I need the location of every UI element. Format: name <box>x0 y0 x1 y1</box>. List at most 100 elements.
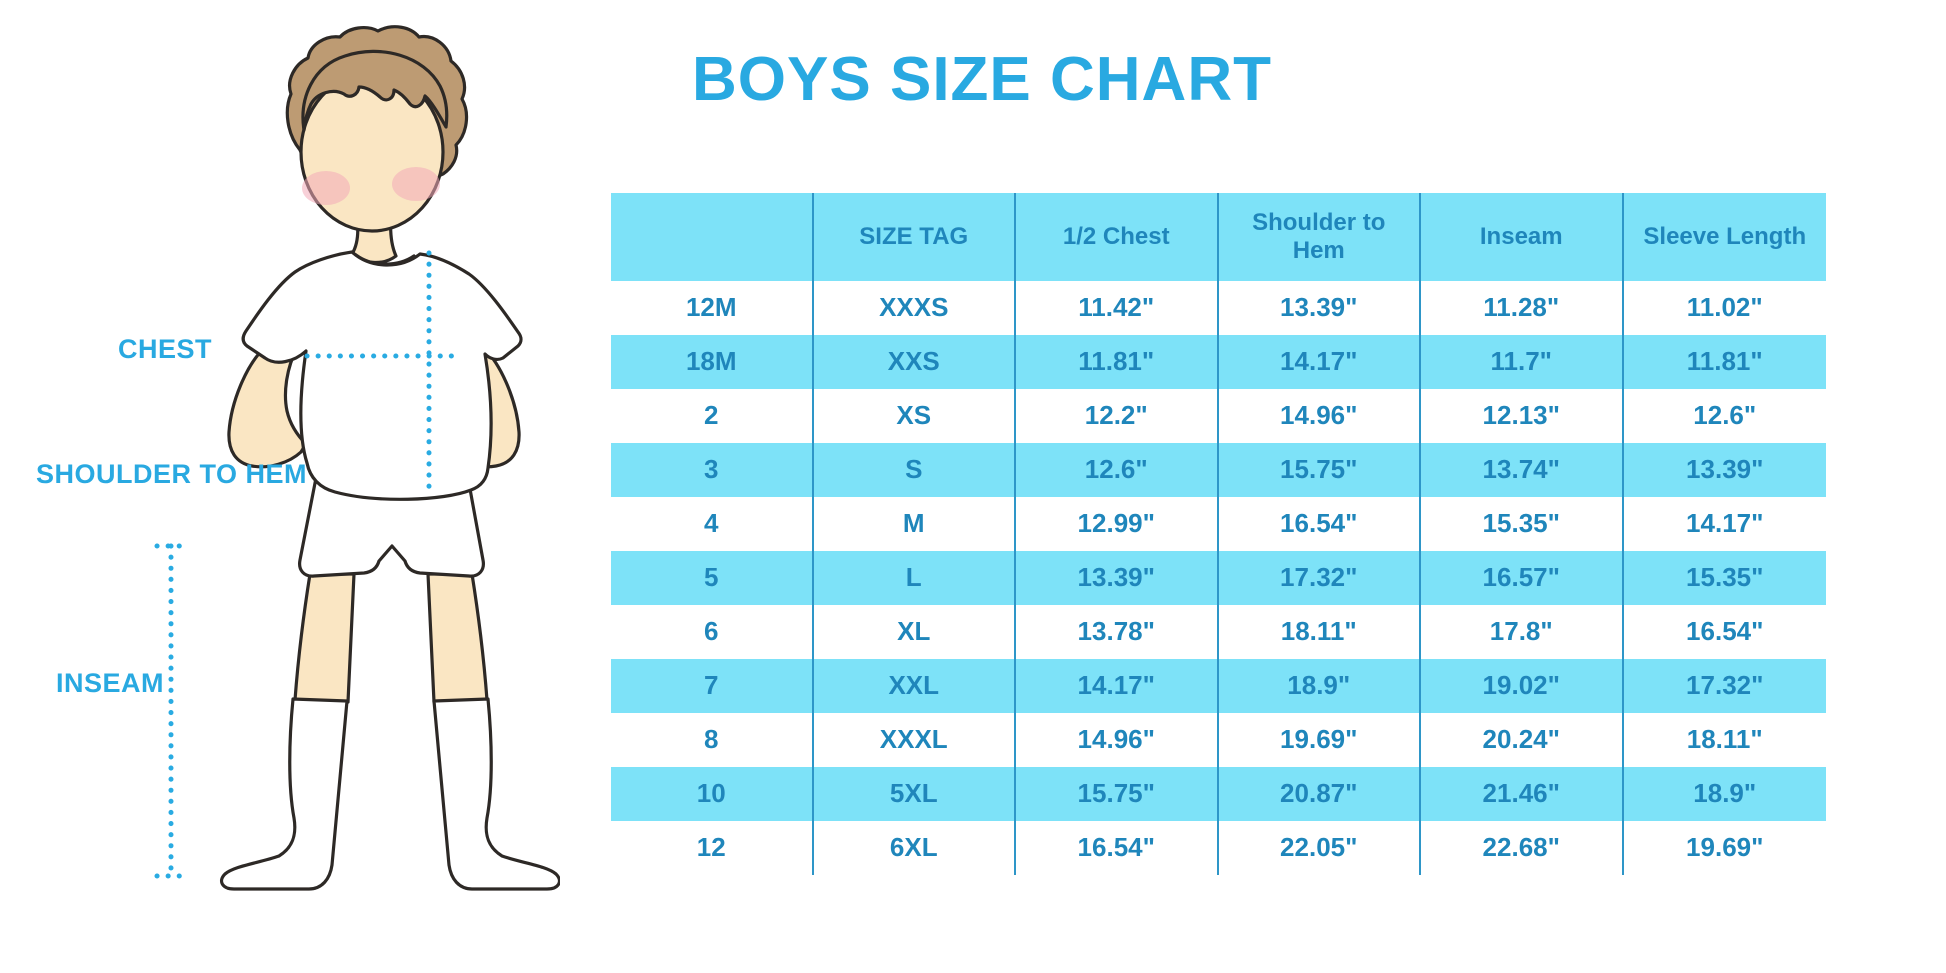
value-cell: 21.46" <box>1421 767 1624 821</box>
header-cell: 1/2 Chest <box>1016 193 1219 281</box>
table-row: 10 5XL 15.75" 20.87" 21.46" 18.9" <box>611 767 1826 821</box>
size-tag-cell: S <box>814 443 1016 497</box>
page-title: BOYS SIZE CHART <box>692 45 1272 114</box>
value-cell: 22.05" <box>1219 821 1421 875</box>
value-cell: 11.81" <box>1686 346 1763 377</box>
header-cell: Sleeve Length <box>1643 223 1807 251</box>
value-cell: 13.39" <box>1219 281 1421 335</box>
blush-right <box>392 167 440 201</box>
table-row: 4 M 12.99" 16.54" 15.35" 14.17" <box>611 497 1826 551</box>
value-cell: 14.96" <box>1219 389 1421 443</box>
value-cell: 14.17" <box>1686 508 1764 539</box>
size-cell: 2 <box>611 389 814 443</box>
value-cell: 17.32" <box>1686 670 1764 701</box>
size-cell: 6 <box>611 605 814 659</box>
left-sock-shape <box>220 697 349 891</box>
size-tag-cell: XS <box>814 389 1016 443</box>
size-cell: 12M <box>611 281 814 335</box>
inseam-label: INSEAM <box>56 668 165 698</box>
value-cell: 20.24" <box>1421 713 1624 767</box>
value-cell: 16.57" <box>1421 551 1624 605</box>
left-arm-shape <box>227 346 308 469</box>
table-row: 3 S 12.6" 15.75" 13.74" 13.39" <box>611 443 1826 497</box>
inseam-measure-line <box>154 543 190 879</box>
boy-figure-illustration <box>154 25 560 891</box>
value-cell: 22.68" <box>1421 821 1624 875</box>
tshirt-shape <box>241 250 523 501</box>
value-cell: 13.78" <box>1016 605 1219 659</box>
value-cell: 15.75" <box>1219 443 1421 497</box>
header-cell: Shoulder to Hem <box>1219 193 1421 281</box>
right-leg-shape <box>426 572 489 704</box>
size-cell: 5 <box>611 551 814 605</box>
table-row: 6 XL 13.78" 18.11" 17.8" 16.54" <box>611 605 1826 659</box>
table-header-row: SIZE TAG 1/2 Chest Shoulder to Hem Inseam Sl… <box>611 193 1826 281</box>
value-cell: 16.54" <box>1686 616 1764 647</box>
value-cell: 18.9" <box>1219 659 1421 713</box>
table-row: 7 XXL 14.17" 18.9" 19.02" 17.32" <box>611 659 1826 713</box>
size-tag-cell: M <box>814 497 1016 551</box>
value-cell: 12.99" <box>1016 497 1219 551</box>
value-cell: 20.87" <box>1219 767 1421 821</box>
size-tag-cell: 6XL <box>814 821 1016 875</box>
table-row: 18M XXS 11.81" 14.17" 11.7" 11.81" <box>611 335 1826 389</box>
value-cell: 19.69" <box>1686 832 1764 863</box>
value-cell: 12.13" <box>1421 389 1624 443</box>
size-tag-cell: XXXS <box>814 281 1016 335</box>
value-cell: 18.11" <box>1219 605 1421 659</box>
size-tag-cell: XXL <box>814 659 1016 713</box>
value-cell: 16.54" <box>1016 821 1219 875</box>
value-cell: 14.96" <box>1016 713 1219 767</box>
size-tag-cell: XXXL <box>814 713 1016 767</box>
size-tag-cell: 5XL <box>814 767 1016 821</box>
size-cell: 7 <box>611 659 814 713</box>
value-cell: 14.17" <box>1219 335 1421 389</box>
value-cell: 15.35" <box>1686 562 1764 593</box>
size-tag-cell: XL <box>814 605 1016 659</box>
value-cell: 11.02" <box>1686 292 1763 323</box>
table-row: 12M XXXS 11.42" 13.39" 11.28" 11.02" <box>611 281 1826 335</box>
value-cell: 18.11" <box>1686 724 1763 755</box>
value-cell: 18.9" <box>1693 778 1757 809</box>
value-cell: 14.17" <box>1016 659 1219 713</box>
value-cell: 12.6" <box>1693 400 1757 431</box>
value-cell: 15.75" <box>1016 767 1219 821</box>
value-cell: 13.74" <box>1421 443 1624 497</box>
size-table: SIZE TAG 1/2 Chest Shoulder to Hem Inseam Sl… <box>611 193 1826 875</box>
size-tag-cell: XXS <box>814 335 1016 389</box>
table-row: 12 6XL 16.54" 22.05" 22.68" 19.69" <box>611 821 1826 875</box>
value-cell: 12.6" <box>1016 443 1219 497</box>
size-cell: 3 <box>611 443 814 497</box>
shorts-shape <box>298 476 485 578</box>
value-cell: 11.7" <box>1421 335 1624 389</box>
value-cell: 15.35" <box>1421 497 1624 551</box>
size-cell: 12 <box>611 821 814 875</box>
header-cell: SIZE TAG <box>814 193 1016 281</box>
size-cell: 18M <box>611 335 814 389</box>
size-tag-cell: L <box>814 551 1016 605</box>
chest-label: CHEST <box>118 334 213 364</box>
header-cell: Inseam <box>1421 193 1624 281</box>
value-cell: 11.81" <box>1016 335 1219 389</box>
table-row: 5 L 13.39" 17.32" 16.57" 15.35" <box>611 551 1826 605</box>
right-sock-shape <box>432 697 560 891</box>
size-cell: 4 <box>611 497 814 551</box>
size-cell: 10 <box>611 767 814 821</box>
value-cell: 16.54" <box>1219 497 1421 551</box>
value-cell: 11.42" <box>1016 281 1219 335</box>
value-cell: 17.32" <box>1219 551 1421 605</box>
value-cell: 19.02" <box>1421 659 1624 713</box>
blush-left <box>302 171 350 205</box>
value-cell: 19.69" <box>1219 713 1421 767</box>
left-leg-shape <box>293 572 356 704</box>
size-cell: 8 <box>611 713 814 767</box>
collar-line <box>354 253 416 266</box>
header-cell <box>611 193 814 281</box>
value-cell: 11.28" <box>1421 281 1624 335</box>
value-cell: 13.39" <box>1016 551 1219 605</box>
value-cell: 12.2" <box>1016 389 1219 443</box>
table-row: 2 XS 12.2" 14.96" 12.13" 12.6" <box>611 389 1826 443</box>
value-cell: 17.8" <box>1421 605 1624 659</box>
table-row: 8 XXXL 14.96" 19.69" 20.24" 18.11" <box>611 713 1826 767</box>
shoulder-to-hem-label: SHOULDER TO HEM <box>36 459 308 489</box>
